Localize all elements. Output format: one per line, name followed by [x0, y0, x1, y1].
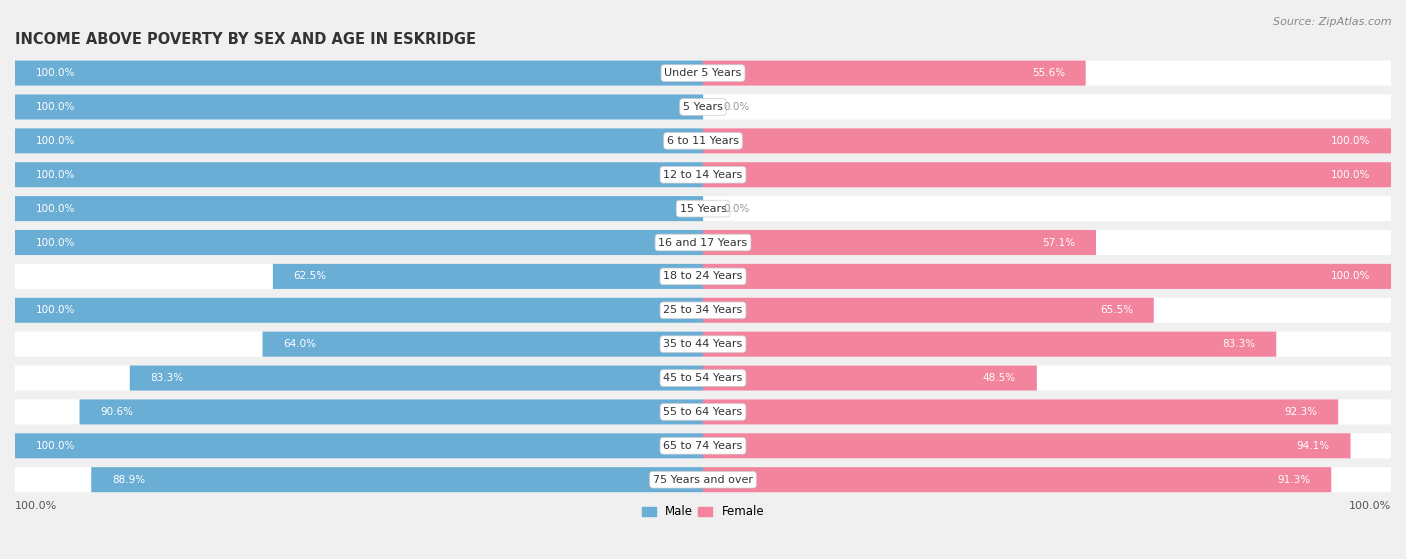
- FancyBboxPatch shape: [15, 60, 703, 86]
- FancyBboxPatch shape: [15, 433, 703, 458]
- FancyBboxPatch shape: [703, 230, 1097, 255]
- FancyBboxPatch shape: [15, 94, 703, 120]
- FancyBboxPatch shape: [15, 60, 1391, 86]
- Text: 100.0%: 100.0%: [35, 441, 75, 451]
- FancyBboxPatch shape: [703, 331, 1277, 357]
- Text: 83.3%: 83.3%: [1222, 339, 1256, 349]
- Text: 55 to 64 Years: 55 to 64 Years: [664, 407, 742, 417]
- Text: 5 Years: 5 Years: [683, 102, 723, 112]
- FancyBboxPatch shape: [703, 433, 1351, 458]
- Text: 64.0%: 64.0%: [284, 339, 316, 349]
- Text: 65 to 74 Years: 65 to 74 Years: [664, 441, 742, 451]
- Text: 90.6%: 90.6%: [100, 407, 134, 417]
- FancyBboxPatch shape: [15, 129, 703, 153]
- FancyBboxPatch shape: [15, 298, 1391, 323]
- FancyBboxPatch shape: [703, 399, 1339, 424]
- FancyBboxPatch shape: [15, 366, 1391, 391]
- Text: 100.0%: 100.0%: [35, 238, 75, 248]
- Text: 100.0%: 100.0%: [35, 203, 75, 214]
- Text: 0.0%: 0.0%: [724, 203, 749, 214]
- Text: 92.3%: 92.3%: [1284, 407, 1317, 417]
- FancyBboxPatch shape: [15, 129, 1391, 153]
- Text: 100.0%: 100.0%: [1331, 136, 1371, 146]
- FancyBboxPatch shape: [15, 162, 703, 187]
- Text: 55.6%: 55.6%: [1032, 68, 1064, 78]
- FancyBboxPatch shape: [703, 366, 1036, 391]
- Text: 91.3%: 91.3%: [1278, 475, 1310, 485]
- FancyBboxPatch shape: [15, 264, 1391, 289]
- FancyBboxPatch shape: [15, 433, 1391, 458]
- Text: 65.5%: 65.5%: [1099, 305, 1133, 315]
- FancyBboxPatch shape: [15, 94, 1391, 120]
- Text: 15 Years: 15 Years: [679, 203, 727, 214]
- Text: 25 to 34 Years: 25 to 34 Years: [664, 305, 742, 315]
- FancyBboxPatch shape: [273, 264, 703, 289]
- FancyBboxPatch shape: [80, 399, 703, 424]
- FancyBboxPatch shape: [703, 467, 1331, 492]
- Text: 12 to 14 Years: 12 to 14 Years: [664, 170, 742, 180]
- Text: 6 to 11 Years: 6 to 11 Years: [666, 136, 740, 146]
- Text: 100.0%: 100.0%: [15, 501, 58, 511]
- FancyBboxPatch shape: [15, 162, 1391, 187]
- FancyBboxPatch shape: [263, 331, 703, 357]
- Text: 100.0%: 100.0%: [35, 68, 75, 78]
- Text: 83.3%: 83.3%: [150, 373, 184, 383]
- FancyBboxPatch shape: [15, 196, 1391, 221]
- Text: 88.9%: 88.9%: [112, 475, 145, 485]
- FancyBboxPatch shape: [15, 230, 1391, 255]
- FancyBboxPatch shape: [15, 230, 703, 255]
- Text: 100.0%: 100.0%: [35, 170, 75, 180]
- Text: Source: ZipAtlas.com: Source: ZipAtlas.com: [1274, 17, 1392, 27]
- Text: 45 to 54 Years: 45 to 54 Years: [664, 373, 742, 383]
- FancyBboxPatch shape: [91, 467, 703, 492]
- Text: 62.5%: 62.5%: [294, 272, 326, 281]
- Text: 48.5%: 48.5%: [983, 373, 1017, 383]
- Text: 100.0%: 100.0%: [1331, 170, 1371, 180]
- Text: 100.0%: 100.0%: [1331, 272, 1371, 281]
- Text: 16 and 17 Years: 16 and 17 Years: [658, 238, 748, 248]
- FancyBboxPatch shape: [703, 298, 1154, 323]
- Text: 0.0%: 0.0%: [724, 102, 749, 112]
- FancyBboxPatch shape: [703, 60, 1085, 86]
- FancyBboxPatch shape: [703, 162, 1391, 187]
- FancyBboxPatch shape: [15, 196, 703, 221]
- Text: Under 5 Years: Under 5 Years: [665, 68, 741, 78]
- Text: 100.0%: 100.0%: [1348, 501, 1391, 511]
- FancyBboxPatch shape: [703, 129, 1391, 153]
- Text: INCOME ABOVE POVERTY BY SEX AND AGE IN ESKRIDGE: INCOME ABOVE POVERTY BY SEX AND AGE IN E…: [15, 31, 477, 46]
- Legend: Male, Female: Male, Female: [637, 500, 769, 523]
- Text: 100.0%: 100.0%: [35, 136, 75, 146]
- Text: 35 to 44 Years: 35 to 44 Years: [664, 339, 742, 349]
- FancyBboxPatch shape: [15, 331, 1391, 357]
- Text: 57.1%: 57.1%: [1042, 238, 1076, 248]
- Text: 75 Years and over: 75 Years and over: [652, 475, 754, 485]
- Text: 100.0%: 100.0%: [35, 305, 75, 315]
- FancyBboxPatch shape: [15, 399, 1391, 424]
- Text: 94.1%: 94.1%: [1296, 441, 1330, 451]
- FancyBboxPatch shape: [15, 298, 703, 323]
- FancyBboxPatch shape: [129, 366, 703, 391]
- Text: 18 to 24 Years: 18 to 24 Years: [664, 272, 742, 281]
- FancyBboxPatch shape: [15, 467, 1391, 492]
- FancyBboxPatch shape: [703, 264, 1391, 289]
- Text: 100.0%: 100.0%: [35, 102, 75, 112]
